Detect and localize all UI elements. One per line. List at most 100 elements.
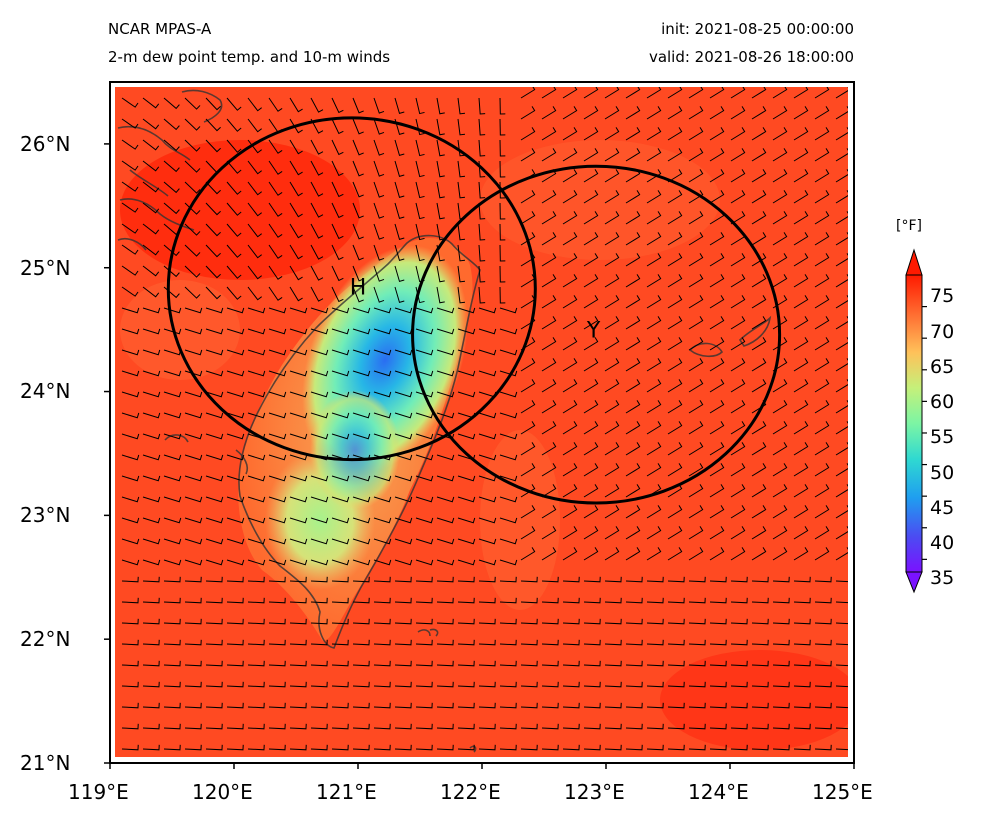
wind-barb [604, 274, 620, 288]
wind-barb [751, 253, 767, 267]
wind-barb [226, 139, 242, 153]
wind-barb [583, 148, 599, 162]
wind-barb [772, 421, 788, 435]
wind-barb [730, 148, 746, 162]
wind-barb [289, 618, 307, 625]
wind-barb [268, 286, 283, 301]
wind-barb [457, 223, 466, 241]
wind-barb [583, 681, 601, 688]
wind-barb [583, 316, 599, 330]
wind-barb [121, 744, 139, 751]
wind-barb [562, 484, 578, 498]
wind-barb [310, 265, 324, 281]
wind-barb [436, 118, 445, 136]
wind-barb [604, 211, 620, 225]
wind-barb [268, 744, 286, 751]
wind-barb [751, 379, 767, 393]
wind-barb [457, 517, 476, 524]
wind-barb [268, 433, 287, 440]
wind-barb [373, 412, 392, 419]
wind-barb [583, 442, 599, 456]
wind-barb [667, 316, 683, 330]
wind-barb [394, 517, 413, 524]
wind-barb [688, 597, 706, 604]
wind-barb [373, 559, 392, 566]
wind-barb [814, 547, 830, 561]
wind-barb [520, 681, 538, 688]
wind-barb [142, 118, 160, 130]
wind-barb [226, 576, 244, 583]
wind-barb [352, 328, 371, 335]
wind-barb [688, 358, 704, 372]
wind-barb [142, 286, 160, 298]
wind-barb [457, 639, 475, 646]
wind-barb [688, 618, 706, 625]
wind-barb [772, 400, 788, 414]
coastlines [117, 89, 772, 753]
wind-barb [478, 307, 497, 314]
wind-barb [373, 307, 392, 314]
colorbar-unit: [°F] [896, 218, 922, 234]
wind-barb [541, 744, 559, 751]
wind-barb [226, 370, 245, 377]
wind-barb [583, 639, 601, 646]
wind-barb [814, 316, 830, 330]
wind-barb [268, 517, 287, 524]
wind-barb [562, 400, 578, 414]
wind-barb [667, 618, 685, 625]
wind-barb [604, 484, 620, 498]
x-tick-label: 125°E [812, 780, 873, 804]
wind-barb [268, 307, 287, 314]
wind-barb [772, 358, 788, 372]
wind-barb [352, 517, 371, 524]
x-tick-label: 122°E [440, 780, 501, 804]
wind-barb [373, 349, 392, 356]
wind-barb [583, 190, 599, 204]
wind-barb [331, 265, 344, 282]
wind-barb [709, 597, 727, 604]
wind-barb [562, 169, 578, 183]
wind-barb [604, 681, 622, 688]
wind-barb [331, 181, 344, 198]
field-title: 2-m dew point temp. and 10-m winds [108, 48, 391, 66]
wind-barb [289, 181, 303, 197]
wind-barb [121, 559, 140, 566]
wind-barb [667, 547, 683, 561]
wind-barb [730, 106, 746, 120]
wind-barb [373, 702, 391, 709]
wind-barb [667, 400, 683, 414]
wind-barb [373, 97, 385, 114]
wind-barb [646, 127, 662, 141]
wind-barb [709, 106, 725, 120]
wind-barb [772, 169, 788, 183]
wind-barb [247, 639, 265, 646]
wind-barb [142, 559, 161, 566]
wind-barb [835, 148, 848, 162]
wind-barb [352, 702, 370, 709]
wind-barb [373, 744, 391, 751]
wind-barb [415, 723, 433, 730]
wind-barb [457, 349, 476, 356]
wind-barb [226, 97, 242, 111]
wind-barb [562, 421, 578, 435]
wind-barb [184, 391, 203, 398]
wind-barb [814, 379, 830, 393]
wind-barb [793, 421, 809, 435]
wind-barb [415, 496, 434, 503]
wind-barbs [121, 87, 848, 751]
wind-barb [709, 274, 725, 288]
wind-barb [205, 286, 221, 300]
wind-barb [751, 232, 767, 246]
wind-barb [436, 328, 455, 335]
wind-barb [751, 87, 767, 99]
wind-barb [163, 160, 180, 173]
wind-barb [499, 702, 517, 709]
wind-barb [646, 232, 662, 246]
wind-barb [646, 463, 662, 477]
wind-barb [394, 160, 405, 177]
wind-barb [667, 253, 683, 267]
wind-barb [310, 702, 328, 709]
wind-barb [709, 681, 727, 688]
wind-barb [436, 702, 454, 709]
wind-barb [835, 622, 848, 625]
